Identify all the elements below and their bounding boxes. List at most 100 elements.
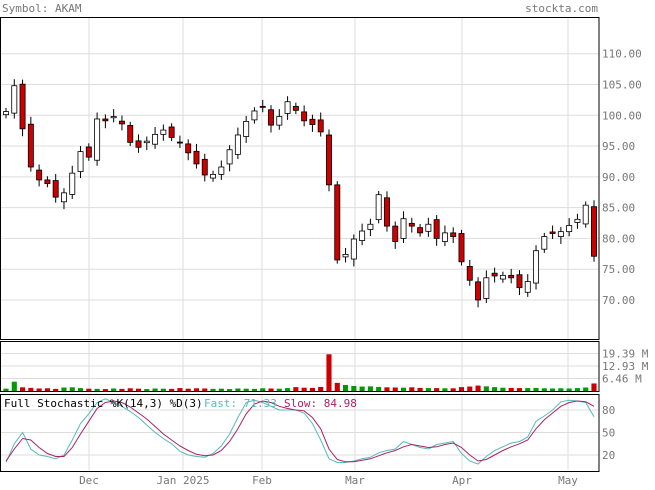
candle-body: [582, 204, 589, 225]
candle-body: [102, 118, 109, 122]
price-tick-label: 90.00: [602, 171, 635, 184]
volume-bar: [69, 387, 75, 391]
volume-bar: [392, 387, 398, 391]
candle-body: [234, 134, 241, 155]
candle-body: [458, 233, 465, 263]
volume-bar: [450, 388, 456, 391]
candle-body: [176, 141, 183, 144]
candle-body: [160, 129, 167, 135]
volume-bar: [268, 388, 274, 391]
candle-body: [342, 254, 349, 258]
volume-bar: [417, 387, 423, 391]
volume-bar: [384, 387, 390, 391]
volume-bar: [61, 387, 67, 391]
candle-body: [417, 227, 424, 234]
volume-bar: [86, 388, 92, 391]
price-tick-label: 85.00: [602, 202, 635, 215]
candle-body: [317, 119, 324, 133]
candle-body: [36, 169, 43, 181]
symbol-label: Symbol: AKAM: [2, 2, 82, 15]
candle-body: [201, 158, 208, 176]
candle-body: [27, 123, 34, 168]
candle-body: [309, 118, 316, 125]
candle-body: [326, 134, 332, 186]
volume-bar: [169, 388, 175, 391]
stoch-tick-label: 50: [602, 427, 615, 440]
candle-body: [408, 222, 415, 227]
stoch-fast-label: Fast: 71.33: [204, 397, 277, 410]
volume-bar: [28, 387, 34, 391]
volume-bar: [210, 388, 216, 391]
price-frame: [0, 17, 600, 340]
volume-bar: [442, 388, 448, 391]
candle-body: [152, 133, 159, 145]
volume-bar: [218, 388, 224, 391]
candle-body: [143, 140, 150, 144]
candle-body: [127, 125, 134, 143]
volume-frame: [0, 341, 600, 392]
candle-body: [185, 143, 192, 154]
volume-bar: [127, 388, 133, 391]
volume-bar: [367, 386, 373, 391]
volume-bar: [400, 387, 407, 391]
volume-bar: [326, 354, 332, 391]
candle-body: [566, 225, 573, 233]
candle-body: [135, 140, 142, 148]
volume-bar: [152, 388, 158, 391]
volume-tick-label: 6.46 M: [602, 373, 642, 386]
volume-bar: [541, 388, 547, 391]
candle-body: [466, 266, 473, 281]
candle-body: [44, 179, 51, 185]
volume-bar: [566, 388, 572, 391]
volume-bar: [516, 388, 523, 391]
site-label[interactable]: stockta.com: [525, 2, 598, 15]
volume-bar: [36, 388, 42, 391]
candle-body: [301, 111, 308, 122]
candle-body: [359, 230, 366, 241]
candle-body: [508, 274, 515, 279]
candle-body: [541, 236, 548, 250]
volume-bar: [409, 387, 415, 391]
volume-bar: [500, 387, 506, 391]
volume-bar: [160, 388, 166, 391]
label-layer: Symbol: AKAM stockta.com: [2, 2, 598, 15]
price-tick-label: 75.00: [602, 263, 635, 276]
stoch-slow-label: Slow: 84.98: [284, 397, 357, 410]
stoch-line-slow: [5, 400, 595, 463]
candle-body: [61, 192, 67, 203]
x-tick-label: Mar: [345, 474, 365, 486]
volume-bar: [351, 385, 357, 391]
price-tick-label: 80.00: [602, 232, 635, 245]
candle-body: [441, 232, 448, 242]
volume-bar: [144, 389, 150, 391]
volume-bar: [475, 385, 481, 391]
volume-bar: [574, 388, 581, 391]
volume-bar: [44, 388, 50, 391]
candle-body: [259, 105, 266, 108]
volume-bar: [525, 388, 531, 391]
volume-bar: [558, 388, 564, 391]
candle-body: [284, 101, 291, 114]
stoch-tick-label: 20: [602, 449, 615, 462]
candle-body: [118, 120, 125, 125]
price-tick-label: 100.00: [602, 109, 642, 122]
stoch-tick-label: 80: [602, 404, 615, 417]
volume-bar: [533, 387, 539, 391]
volume-bar: [301, 387, 307, 391]
candle-body: [425, 223, 432, 232]
candle-body: [383, 197, 390, 227]
candle-body: [11, 85, 18, 114]
volume-bar: [285, 388, 291, 391]
candle-body: [19, 83, 26, 130]
price-tick-label: 105.00: [602, 78, 642, 91]
candle-body: [549, 231, 556, 234]
grid-layer: 110.00 105.00 100.00 95.00 90.00 85.00 80.00 75…: [0, 18, 649, 487]
candle-body: [168, 126, 175, 138]
candle-body: [251, 110, 258, 121]
price-tick-label: 110.00: [602, 48, 642, 61]
candle-body: [433, 219, 440, 239]
volume-bar: [135, 388, 142, 391]
candle-body: [210, 173, 217, 179]
stoch-line-fast: [5, 398, 595, 465]
